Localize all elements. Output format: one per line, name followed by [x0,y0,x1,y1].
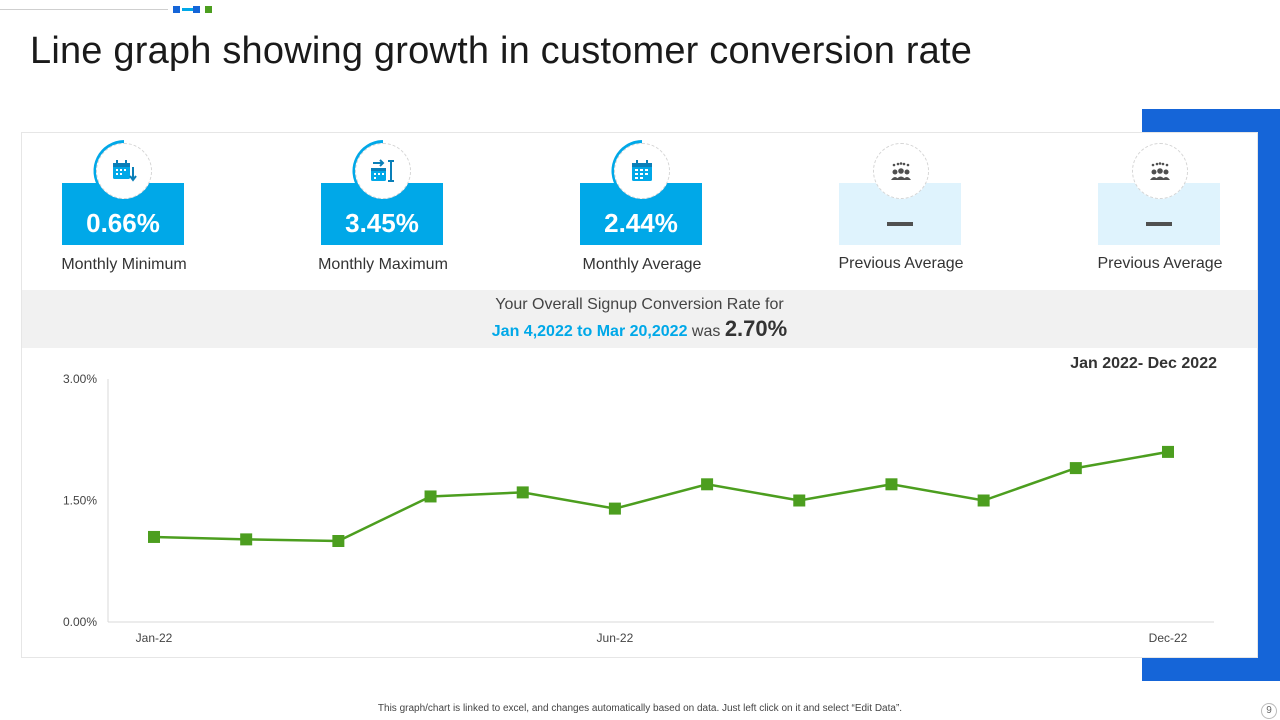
calendar-down-icon [96,143,152,199]
group-stars-icon [873,143,929,199]
kpi-value-dash [887,222,913,226]
kpi-label: Monthly Maximum [318,256,448,273]
kpi-value: 2.44% [604,207,678,238]
kpi-value: 3.45% [345,207,419,238]
decor-square-blue-2 [193,6,200,13]
decor-bar-cyan [182,8,195,11]
chart-title: Jan 2022- Dec 2022 [1070,355,1217,372]
kpi-previous-average-1: Previous Average [838,143,964,283]
page-number: 9 [1261,703,1277,719]
kpi-monthly-minimum: 0.66% Monthly Minimum [61,140,187,283]
decor-square-blue [173,6,180,13]
kpi-previous-average-2: Previous Average [1097,143,1223,283]
kpi-label: Previous Average [1097,255,1223,272]
top-rule [0,9,168,10]
dashboard-panel: 0.66% Monthly Minimum 3.45% Monthly Maxi… [21,132,1258,658]
summary-line-1: Your Overall Signup Conversion Rate for [495,296,784,313]
kpi-value-dash [1146,222,1172,226]
kpi-monthly-average: 2.44% Monthly Average [580,140,704,283]
decor-square-green [205,6,212,13]
summary-date-range: Jan 4,2022 to Mar 20,2022 [491,323,688,340]
summary-band: Your Overall Signup Conversion Rate for … [22,290,1257,348]
kpi-label: Monthly Average [582,256,702,273]
summary-rate: 2.70% [724,316,788,341]
kpi-label: Monthly Minimum [61,256,187,273]
footnote: This graph/chart is linked to excel, and… [377,703,903,714]
kpi-label: Previous Average [838,255,964,272]
page-title: Line graph showing growth in customer co… [30,30,973,72]
calendar-up-icon [355,143,411,199]
kpi-value: 0.66% [86,207,160,238]
calendar-icon [614,143,670,199]
kpi-monthly-maximum: 3.45% Monthly Maximum [318,140,448,283]
summary-line-2: Jan 4,2022 to Mar 20,2022 was 2.70% [22,316,1257,342]
summary-was: was [687,323,725,340]
group-stars-icon [1132,143,1188,199]
